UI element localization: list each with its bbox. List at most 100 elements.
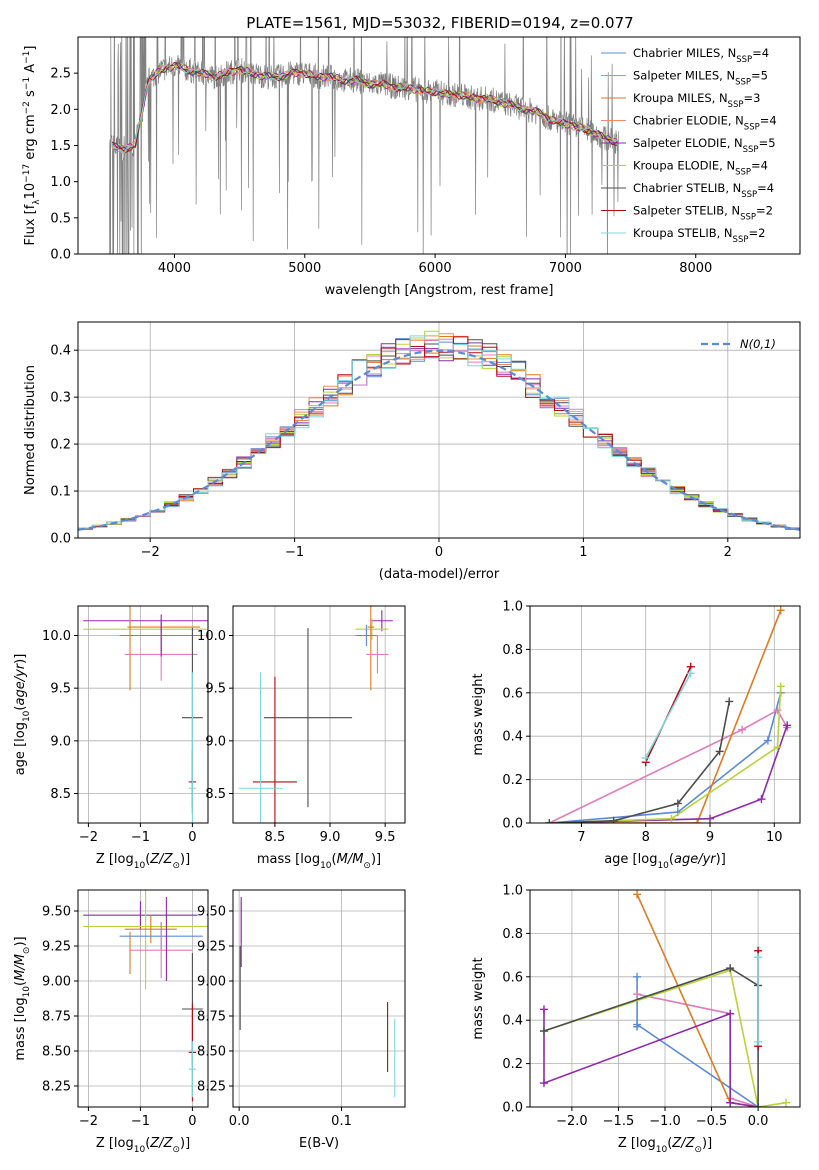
normal-curve [78,349,800,531]
axis-label: age [log10(age/yr)] [604,852,726,871]
y-tick-label: 10.0 [42,629,71,644]
legend-entry: Kroupa STELIB, NSSP=2 [633,226,765,245]
y-tick-label: 8.75 [197,1010,226,1025]
axis-label-part: 10 [134,1145,146,1155]
series-line [549,692,782,823]
y-tick-label: 9.50 [42,905,71,920]
legend-sub: SSP [736,55,752,65]
axis-label-part: s [23,90,38,101]
plot-area [83,890,208,1102]
x-tick-label: −0.5 [696,1114,728,1129]
y-tick-label: 9.0 [50,734,71,749]
axis-label-part: Z/Z [149,852,173,867]
y-tick-label: 8.25 [42,1080,71,1095]
y-tick-label: 0.6 [502,970,523,985]
legend-entry: Salpeter MILES, NSSP=5 [633,69,768,88]
axis-label-part: mass weight [471,957,486,1039]
legend-entry: Salpeter STELIB, NSSP=2 [633,204,773,223]
axis-label-part: ⊙ [22,947,32,955]
x-tick-label: −2 [141,545,160,560]
plot-area [83,606,208,823]
axis-label-part: 10 [23,183,38,200]
legend-entry: Kroupa MILES, NSSP=3 [633,91,760,110]
y-tick-label: 0.0 [502,1101,523,1116]
chart-age-vs-Z: −2 −1 08.59.09.510.0Z [log10(Z/Z⊙)]age [lo… [13,605,209,871]
y-tick-label: 1.0 [50,175,71,190]
legend-sub: SSP [744,123,760,133]
axis-label-part: )] [371,852,381,867]
x-tick-label: 9.0 [320,830,341,845]
legend-sub: SSP [728,100,744,110]
model-spectrum-line [111,62,618,152]
legend-value: =3 [743,91,760,105]
axis-label-part: A [23,64,38,77]
x-tick-label: −1 [131,1114,150,1129]
legend-value: =5 [751,69,768,83]
axis-label-part: )] [180,852,190,867]
axis-label-part: ⊙ [172,1145,180,1155]
axis-label-part: wavelength [Angstrom, rest frame] [325,283,554,298]
x-tick-label: −1 [285,545,304,560]
x-tick-label: 7 [577,830,585,845]
axis-label-part: Z/Z [671,1136,695,1151]
y-tick-label: 0.0 [50,532,71,547]
axes-frame [232,889,406,1108]
axis-label-part: ( [13,706,28,711]
chart-mass-vs-Z: −2 −1 08.258.508.759.009.259.50Z [log10(Z/… [13,889,209,1155]
axis-label-part: −2 [22,101,32,114]
axis-label: E(B-V) [299,1136,339,1151]
y-tick-label: 8.75 [42,1010,71,1025]
x-tick-label: 2 [724,545,732,560]
chart-age-vs-mass: 8.5 9.0 9.5 8.5 9.0 9.5 10.0 mass [log10(M/M⊙)] [197,605,406,871]
y-tick-label: 9.25 [197,940,226,955]
x-tick-label: −1.5 [603,1114,635,1129]
y-tick-label: 9.50 [197,905,226,920]
axis-label-part: ( [13,981,28,986]
y-tick-label: 9.00 [197,975,226,990]
axis-label-part: )] [13,654,28,664]
x-tick-label: 4000 [158,261,191,276]
model-spectrum-line [111,63,618,154]
y-tick-label: 0.2 [502,773,523,788]
y-tick-label: 8.5 [50,787,71,802]
axis-label-part: Z [log [618,1136,656,1151]
y-tick-label: 9.5 [50,682,71,697]
x-tick-label: −2 [79,1114,98,1129]
y-tick-label: 9.25 [42,940,71,955]
legend-text: Kroupa ELODIE, N [633,159,735,173]
y-tick-label: 2.5 [50,67,71,82]
axis-label-part: erg cm [23,114,38,163]
axis-label-part: age [log [604,852,657,867]
y-tick-label: 0.4 [502,730,523,745]
y-tick-label: 0.8 [502,643,523,658]
legend-value: =4 [751,159,768,173]
plot-area [539,890,791,1107]
axis-label-part: )] [716,852,726,867]
axis-label-part: Z [log [96,852,134,867]
axis-label-part: age [log [13,722,28,775]
y-tick-label: 9.0 [205,734,226,749]
series-line [636,893,759,1107]
legend-sub: SSP [743,145,759,155]
y-tick-label: 9.00 [42,975,71,990]
axis-label-part: M/M [13,954,28,981]
y-tick-label: 8.50 [197,1045,226,1060]
axis-label-part: ( [667,1136,672,1151]
legend-entry: N(0,1) [740,337,776,351]
plot-area [78,330,800,532]
axis-label-part: ⊙ [172,861,180,871]
legend-text: Kroupa MILES, N [633,91,728,105]
y-tick-label: 9.5 [205,682,226,697]
data-spectrum-line [109,37,620,254]
axis-label: mass [log10(M/M⊙)] [13,936,32,1060]
legend-sub: SSP [733,235,749,245]
legend-value: =4 [757,181,774,195]
axis-label-part: ( [332,852,337,867]
y-tick-label: 0.0 [50,248,71,263]
legend-text: Salpeter ELODIE, N [633,136,743,150]
axis-label-part: λ [32,199,42,205]
series-line [549,610,782,823]
series-line [549,701,731,823]
